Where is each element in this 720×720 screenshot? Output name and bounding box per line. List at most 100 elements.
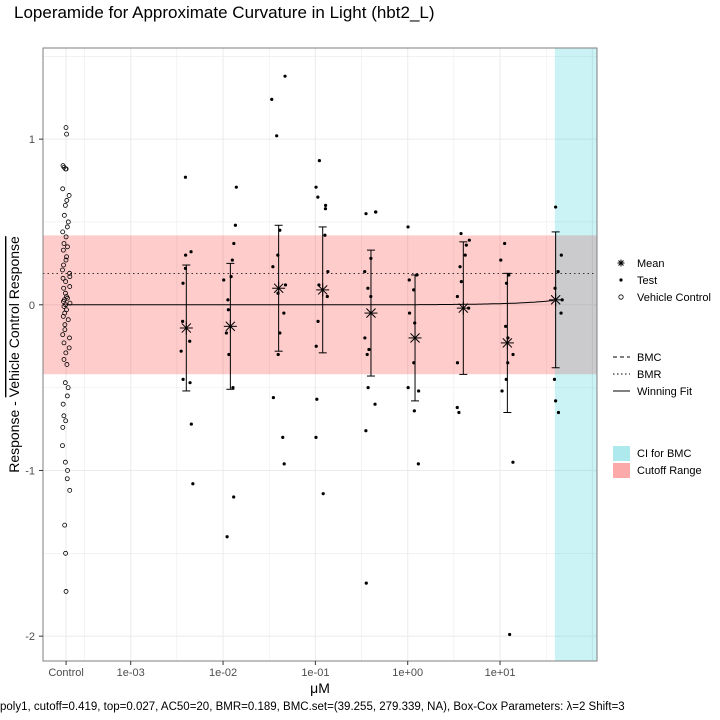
- test-point: [224, 331, 228, 335]
- test-point: [506, 361, 510, 365]
- vehicle-control-point: [63, 257, 69, 263]
- legend-label: BMR: [637, 369, 662, 381]
- group-mean-marker: [179, 321, 193, 335]
- mean-stroke: [458, 303, 469, 314]
- y-tick-label: -1: [25, 465, 35, 477]
- test-point: [189, 250, 193, 254]
- plot-panel: [43, 48, 597, 661]
- group-mean-marker: [500, 336, 514, 350]
- vehicle-control-point: [60, 247, 66, 253]
- test-point: [554, 205, 558, 209]
- legend-label: BMC: [637, 352, 662, 364]
- vehicle-control-point: [61, 285, 66, 291]
- test-point: [412, 288, 416, 292]
- vehicle-control-point: [65, 385, 71, 391]
- test-point: [188, 339, 192, 343]
- test-point: [226, 298, 230, 302]
- test-point: [365, 352, 369, 357]
- y-axis-title-part: Vehicle Control Response: [6, 236, 22, 397]
- test-point: [230, 258, 234, 262]
- mean-stroke: [550, 294, 561, 305]
- vehicle-control-point: [64, 476, 70, 482]
- test-point: [275, 134, 279, 138]
- test-point: [276, 253, 280, 257]
- test-point: [367, 347, 371, 352]
- y-tick-label: 1: [29, 134, 35, 146]
- vehicle-control-point: [64, 131, 69, 137]
- test-point: [232, 241, 236, 246]
- legend-fill-swatch: [613, 463, 630, 478]
- vehicle-control-point: [67, 284, 73, 289]
- test-point: [560, 298, 564, 302]
- vehicle-control-point: [61, 212, 67, 218]
- y-axis-title-part: -: [6, 397, 22, 409]
- test-point: [283, 74, 287, 78]
- test-point: [364, 581, 368, 585]
- group-mean-marker: [408, 331, 422, 345]
- axes: Control 1e-03 1e-02 1e-01 1e+00 1e+01 1 0 -1 -2 μM…: [6, 134, 516, 696]
- test-point: [181, 377, 185, 381]
- test-point: [417, 389, 421, 393]
- test-point: [504, 281, 509, 285]
- test-point: [227, 352, 231, 357]
- test-point: [364, 429, 368, 433]
- test-point: [317, 159, 321, 163]
- vehicle-control-point: [67, 270, 72, 276]
- x-tick-label: 1e-02: [209, 667, 237, 679]
- mean-stroke: [225, 321, 236, 332]
- legend-fill-swatch: [613, 446, 630, 461]
- vehicle-control-point: [60, 275, 66, 281]
- vehicle-control-point: [60, 424, 66, 430]
- test-point: [467, 238, 471, 242]
- test-point: [281, 435, 285, 439]
- vehicle-control-point: [61, 357, 67, 362]
- group-mean-marker: [364, 306, 378, 320]
- group-means: [179, 281, 563, 350]
- test-point: [559, 311, 563, 315]
- y-axis-title: Response - Vehicle Control Response: [6, 236, 22, 473]
- legend-label: Mean: [637, 258, 665, 270]
- vehicle-control-point: [62, 327, 68, 333]
- test-point: [504, 324, 508, 328]
- vehicle-control-point: [63, 166, 69, 172]
- vehicle-control-point: [62, 459, 68, 465]
- test-point: [366, 286, 370, 290]
- test-point: [222, 278, 226, 282]
- vehicle-control-point: [62, 322, 68, 328]
- vehicle-control-point: [61, 299, 66, 304]
- test-point: [189, 422, 193, 426]
- test-point: [314, 185, 318, 189]
- test-point: [314, 435, 318, 439]
- vehicle-control-point: [62, 202, 68, 208]
- panel-border: [42, 47, 598, 662]
- mean-stroke: [410, 333, 420, 343]
- test-point: [183, 175, 188, 179]
- test-point: [325, 294, 329, 299]
- mean-stroke: [502, 337, 513, 348]
- test-point: [553, 286, 557, 290]
- test-point: [412, 361, 416, 365]
- test-point: [464, 243, 468, 247]
- test-point: [271, 395, 275, 400]
- x-tick-label: 1e+01: [485, 667, 516, 679]
- test-point: [316, 195, 320, 199]
- test-point: [459, 280, 463, 284]
- vehicle-control-point: [63, 125, 69, 130]
- test-point: [184, 253, 188, 257]
- test-point: [455, 405, 459, 410]
- test-point: [229, 275, 233, 279]
- test-point: [183, 266, 188, 270]
- vehicle-control-point: [61, 241, 67, 246]
- legend-stroke: [618, 260, 624, 266]
- vehicle-control-point: [63, 589, 69, 594]
- test-point: [507, 273, 511, 277]
- vehicle-control-point: [60, 401, 66, 407]
- ci-for-bmc-band: [554, 48, 597, 661]
- test-point: [278, 331, 282, 335]
- vehicle-control-point: [60, 186, 66, 192]
- y-tick-label: 0: [29, 300, 35, 312]
- panel-border-rect: [42, 47, 598, 662]
- test-point: [413, 321, 417, 325]
- test-point: [455, 294, 459, 299]
